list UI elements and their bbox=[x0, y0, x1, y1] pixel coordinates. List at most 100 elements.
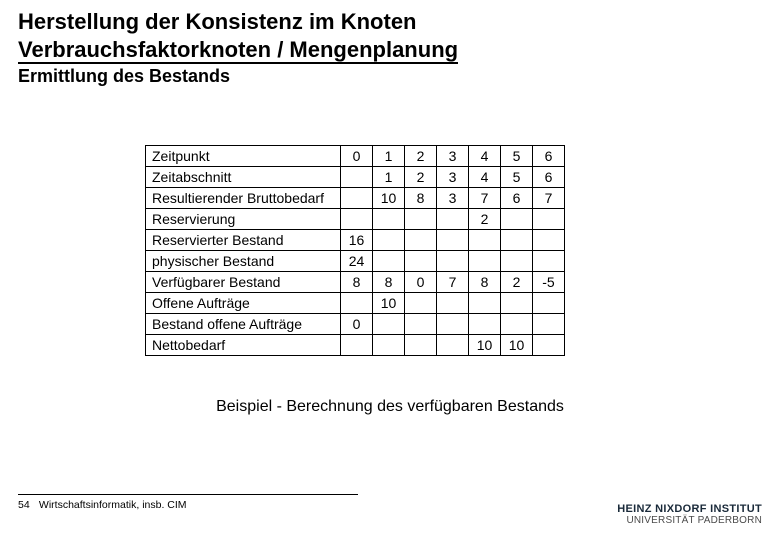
cell bbox=[533, 293, 565, 314]
cell: 2 bbox=[469, 209, 501, 230]
table-row: Reservierter Bestand16 bbox=[146, 230, 565, 251]
cell bbox=[469, 230, 501, 251]
cell bbox=[341, 293, 373, 314]
cell: 10 bbox=[469, 335, 501, 356]
logo-line-1: HEINZ NIXDORF INSTITUT bbox=[617, 504, 762, 516]
cell: 16 bbox=[341, 230, 373, 251]
page-number: 54 bbox=[18, 499, 36, 511]
cell: 6 bbox=[501, 188, 533, 209]
cell bbox=[469, 314, 501, 335]
cell: 7 bbox=[437, 272, 469, 293]
cell: 2 bbox=[501, 272, 533, 293]
cell: 24 bbox=[341, 251, 373, 272]
cell bbox=[437, 293, 469, 314]
cell: 4 bbox=[469, 146, 501, 167]
data-table: Zeitpunkt0123456Zeitabschnitt123456Resul… bbox=[145, 145, 565, 356]
table-row: Resultierender Bruttobedarf1083767 bbox=[146, 188, 565, 209]
cell bbox=[437, 251, 469, 272]
cell: 0 bbox=[341, 314, 373, 335]
slide-title: Herstellung der Konsistenz im Knoten Ver… bbox=[18, 8, 762, 63]
cell bbox=[405, 335, 437, 356]
table-row: Zeitpunkt0123456 bbox=[146, 146, 565, 167]
cell bbox=[469, 293, 501, 314]
row-label: Nettobedarf bbox=[146, 335, 341, 356]
cell bbox=[501, 230, 533, 251]
title-block: Herstellung der Konsistenz im Knoten Ver… bbox=[18, 8, 762, 87]
cell bbox=[437, 314, 469, 335]
cell: 10 bbox=[373, 188, 405, 209]
data-table-wrap: Zeitpunkt0123456Zeitabschnitt123456Resul… bbox=[145, 145, 565, 356]
cell bbox=[437, 209, 469, 230]
row-label: Resultierender Bruttobedarf bbox=[146, 188, 341, 209]
title-line-2: Verbrauchsfaktorknoten / Mengenplanung bbox=[18, 37, 458, 64]
cell: 10 bbox=[501, 335, 533, 356]
cell: 2 bbox=[405, 146, 437, 167]
cell bbox=[373, 335, 405, 356]
footer-rule bbox=[18, 494, 358, 495]
cell bbox=[501, 293, 533, 314]
institute-logo: HEINZ NIXDORF INSTITUT UNIVERSITÄT PADER… bbox=[617, 504, 762, 526]
table-row: Verfügbarer Bestand880782-5 bbox=[146, 272, 565, 293]
row-label: Reservierung bbox=[146, 209, 341, 230]
cell bbox=[405, 251, 437, 272]
row-label: Zeitabschnitt bbox=[146, 167, 341, 188]
cell bbox=[533, 314, 565, 335]
cell: 8 bbox=[373, 272, 405, 293]
cell bbox=[501, 314, 533, 335]
cell: 1 bbox=[373, 146, 405, 167]
cell bbox=[405, 209, 437, 230]
cell bbox=[501, 251, 533, 272]
cell: 3 bbox=[437, 146, 469, 167]
row-label: Bestand offene Aufträge bbox=[146, 314, 341, 335]
logo-line-2: UNIVERSITÄT PADERBORN bbox=[617, 516, 762, 527]
row-label: Reservierter Bestand bbox=[146, 230, 341, 251]
row-label: Verfügbarer Bestand bbox=[146, 272, 341, 293]
table-row: Offene Aufträge 10 bbox=[146, 293, 565, 314]
table-row: physischer Bestand24 bbox=[146, 251, 565, 272]
table-caption: Beispiel - Berechnung des verfügbaren Be… bbox=[0, 398, 780, 416]
cell: 6 bbox=[533, 146, 565, 167]
cell bbox=[437, 335, 469, 356]
cell bbox=[373, 230, 405, 251]
table-row: Nettobedarf 1010 bbox=[146, 335, 565, 356]
cell: 5 bbox=[501, 167, 533, 188]
cell: 10 bbox=[373, 293, 405, 314]
title-line-1: Herstellung der Konsistenz im Knoten bbox=[18, 9, 417, 34]
cell bbox=[469, 251, 501, 272]
cell: 7 bbox=[469, 188, 501, 209]
row-label: Offene Aufträge bbox=[146, 293, 341, 314]
cell: 3 bbox=[437, 188, 469, 209]
cell: 6 bbox=[533, 167, 565, 188]
cell: 1 bbox=[373, 167, 405, 188]
cell: 0 bbox=[405, 272, 437, 293]
row-label: physischer Bestand bbox=[146, 251, 341, 272]
cell bbox=[405, 293, 437, 314]
cell bbox=[341, 335, 373, 356]
cell: 3 bbox=[437, 167, 469, 188]
table-row: Bestand offene Aufträge0 bbox=[146, 314, 565, 335]
cell: 8 bbox=[341, 272, 373, 293]
cell bbox=[341, 209, 373, 230]
cell: 8 bbox=[405, 188, 437, 209]
row-label: Zeitpunkt bbox=[146, 146, 341, 167]
cell bbox=[533, 209, 565, 230]
cell bbox=[405, 230, 437, 251]
cell bbox=[341, 188, 373, 209]
cell bbox=[501, 209, 533, 230]
cell: -5 bbox=[533, 272, 565, 293]
cell: 2 bbox=[405, 167, 437, 188]
cell: 5 bbox=[501, 146, 533, 167]
cell bbox=[405, 314, 437, 335]
cell: 7 bbox=[533, 188, 565, 209]
cell bbox=[533, 230, 565, 251]
cell bbox=[373, 209, 405, 230]
cell: 0 bbox=[341, 146, 373, 167]
cell bbox=[373, 314, 405, 335]
cell bbox=[437, 230, 469, 251]
slide-subtitle: Ermittlung des Bestands bbox=[18, 66, 762, 87]
table-row: Reservierung 2 bbox=[146, 209, 565, 230]
cell bbox=[373, 251, 405, 272]
table-row: Zeitabschnitt123456 bbox=[146, 167, 565, 188]
footer-label: Wirtschaftsinformatik, insb. CIM bbox=[39, 499, 187, 511]
cell bbox=[341, 167, 373, 188]
